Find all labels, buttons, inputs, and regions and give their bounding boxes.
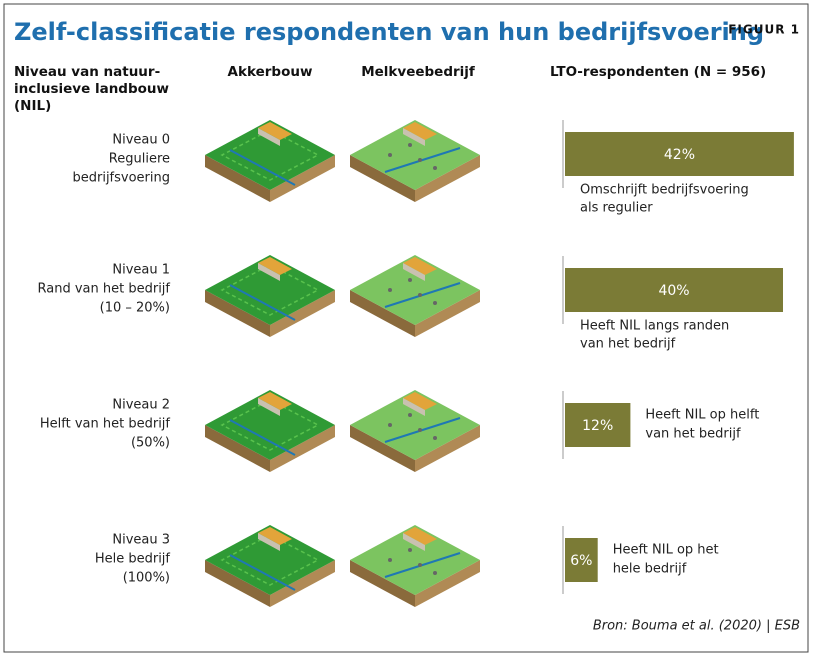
level-label: (50%) — [131, 436, 170, 451]
level-label: Niveau 3 — [112, 533, 170, 548]
level-label: Hele bedrijf — [95, 552, 171, 567]
bar — [565, 132, 794, 176]
illustrations — [204, 119, 481, 608]
value-label: 6% — [570, 553, 592, 569]
source: Bron: Bouma et al. (2020) | ESB — [593, 619, 800, 634]
description: hele bedrijf — [613, 562, 687, 577]
value-label: 12% — [582, 418, 613, 434]
column-header: Melkveebedrijf — [361, 64, 475, 80]
description: Heeft NIL op het — [613, 543, 719, 558]
bar — [565, 538, 598, 582]
title: Zelf-classificatie respondenten van hun … — [14, 18, 764, 46]
column-header: LTO-respondenten (N = 956) — [550, 64, 766, 80]
description: als regulier — [580, 201, 653, 216]
level-label: bedrijfsvoering — [72, 171, 170, 186]
description: van het bedrijf — [580, 337, 676, 352]
level-label: Niveau 0 — [112, 133, 170, 148]
column-header: Niveau van natuur- — [14, 64, 160, 80]
description: van het bedrijf — [645, 427, 741, 442]
level-label: (100%) — [123, 571, 170, 586]
level-label: (10 – 20%) — [100, 301, 170, 316]
level-label: Niveau 1 — [112, 263, 170, 278]
level-label: Helft van het bedrijf — [40, 417, 171, 432]
figure-label: FIGUUR 1 — [728, 23, 800, 37]
description: Omschrijft bedrijfsvoering — [580, 183, 749, 198]
value-label: 40% — [658, 283, 689, 299]
description: Heeft NIL op helft — [645, 408, 759, 423]
column-header: (NIL) — [14, 98, 51, 114]
description: Heeft NIL langs randen — [580, 319, 729, 334]
level-label: Niveau 2 — [112, 398, 170, 413]
column-header: Akkerbouw — [228, 64, 313, 80]
column-header: inclusieve landbouw — [14, 81, 169, 97]
bar — [565, 268, 783, 312]
level-label: Rand van het bedrijf — [38, 282, 171, 297]
frame — [3, 3, 809, 653]
bar — [565, 403, 631, 447]
value-label: 42% — [664, 147, 695, 163]
level-label: Reguliere — [109, 152, 170, 167]
